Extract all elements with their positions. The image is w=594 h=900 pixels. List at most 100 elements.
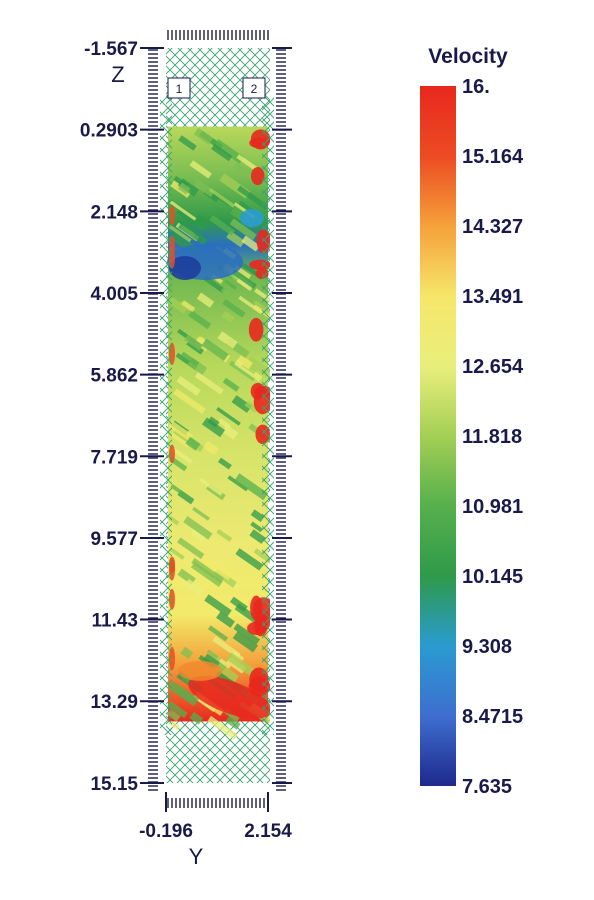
field-streak — [222, 424, 239, 440]
field-streak — [181, 300, 196, 312]
field-streak — [231, 395, 252, 413]
field-streak — [229, 360, 256, 382]
marker-1: 1 — [167, 77, 191, 99]
z-tick-label: 13.29 — [90, 692, 138, 713]
field-streak — [196, 214, 211, 226]
field-streak — [212, 636, 241, 659]
field-streak — [215, 662, 240, 683]
field-streak — [236, 354, 253, 370]
field-streak — [222, 298, 246, 318]
field-streak — [199, 477, 223, 496]
z-tick-label: 5.862 — [90, 366, 138, 387]
colorbar-tick-label: 7.635 — [462, 776, 512, 798]
field-streak — [189, 160, 212, 179]
field-streak — [172, 448, 193, 464]
z-tick-label: 9.577 — [90, 529, 138, 550]
z-tick-label: 11.43 — [92, 610, 139, 631]
marker-2-label: 2 — [251, 82, 258, 96]
colorbar-title: Velocity — [428, 45, 508, 68]
field-streak — [209, 215, 236, 236]
field-streak — [225, 715, 241, 730]
colorbar-tick-label: 13.491 — [462, 286, 523, 308]
field-streak — [169, 547, 185, 560]
colorbar — [420, 86, 456, 786]
field-streak — [221, 310, 235, 324]
field-streak — [241, 235, 260, 252]
field-streak — [217, 331, 238, 349]
field-streak — [237, 185, 268, 210]
field-streak — [231, 269, 257, 289]
field-streak — [178, 221, 208, 246]
field-streak — [227, 475, 249, 492]
field-streak — [201, 338, 229, 361]
field-streak — [185, 436, 201, 451]
field-streak — [180, 646, 194, 660]
field-streak — [201, 555, 233, 581]
field-streak — [184, 578, 205, 596]
field-streak — [168, 224, 192, 243]
z-tick-label: 4.005 — [90, 284, 138, 305]
field-streak — [234, 473, 269, 501]
z-axis-title: Z — [111, 62, 124, 87]
field-streak — [236, 154, 258, 171]
field-streak — [180, 351, 200, 367]
right-edge-zigzag — [262, 95, 274, 735]
field-streak — [189, 711, 204, 725]
field-streak — [223, 279, 237, 290]
colorbar-tick-label: 8.4715 — [462, 706, 523, 728]
colorbar-tick-label: 11.818 — [462, 426, 522, 448]
field-streak — [229, 218, 257, 241]
field-streak — [183, 516, 213, 540]
field-streak — [168, 420, 193, 441]
field-streak — [193, 127, 214, 145]
colorbar-tick-label: 14.327 — [462, 216, 523, 238]
field-streak — [213, 139, 245, 164]
field-streak — [167, 680, 199, 707]
field-streak — [184, 334, 203, 351]
field-streak — [190, 526, 208, 542]
low-velocity-core — [169, 255, 201, 280]
low-velocity-spot — [240, 209, 264, 228]
high-velocity-spot — [247, 621, 266, 635]
field-streak — [249, 529, 266, 544]
field-streak — [233, 623, 261, 645]
field-streak — [208, 187, 236, 208]
field-streak — [233, 162, 255, 181]
field-streak — [176, 375, 201, 396]
colorbar-tick-label: 9.308 — [462, 636, 512, 658]
high-velocity-spot — [251, 166, 265, 186]
z-tick-label: 2.148 — [90, 202, 138, 223]
bottom-mid-velocity — [178, 660, 222, 681]
field-streak — [190, 561, 223, 588]
field-streak — [244, 400, 259, 413]
colorbar-tick-label: 16. — [462, 76, 490, 98]
colorbar-tick-label: 12.654 — [462, 356, 524, 378]
field-streak — [167, 701, 188, 719]
z-tick-label: 0.2903 — [80, 121, 138, 142]
field-streak — [203, 275, 226, 294]
field-streak — [207, 625, 229, 642]
field-streak — [194, 371, 224, 395]
field-streak — [234, 359, 263, 382]
field-streak — [173, 388, 206, 414]
field-streak — [207, 715, 238, 740]
marker-2: 2 — [242, 77, 266, 99]
field-streak — [218, 658, 232, 669]
field-streak — [177, 537, 205, 559]
field-streak — [226, 652, 255, 676]
field-streak — [204, 594, 232, 617]
field-streak — [216, 528, 233, 542]
y-axis-title: Y — [189, 844, 204, 869]
field-streak — [188, 310, 212, 330]
field-streak — [235, 548, 264, 571]
plot-area — [160, 48, 274, 783]
field-streak — [177, 182, 191, 195]
field-streak — [206, 649, 219, 660]
high-velocity-spot — [250, 595, 263, 621]
field-streak — [193, 179, 215, 198]
field-streak — [170, 483, 194, 502]
field-streak — [178, 135, 197, 151]
field-streak — [250, 521, 263, 533]
y-tick-min: -0.196 — [139, 821, 193, 842]
